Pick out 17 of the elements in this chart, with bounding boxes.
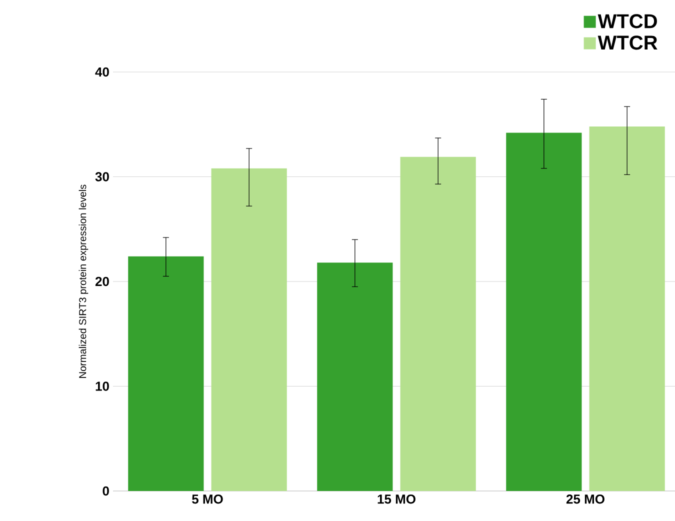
y-tick-label: 40 [95, 67, 109, 77]
x-tick-label: 5 MO [192, 494, 223, 504]
legend-label: WTCR [598, 36, 658, 50]
x-tick-label: 15 MO [378, 494, 416, 504]
legend-label: WTCD [598, 14, 657, 28]
bar [317, 262, 393, 491]
bar [211, 168, 287, 491]
y-tick-label: 30 [95, 172, 109, 182]
bar [400, 156, 476, 491]
y-tick-label: 10 [96, 382, 109, 391]
bar [589, 126, 665, 491]
y-axis-title: Normalized SIRT3 protein expression levels [78, 184, 88, 378]
bar [506, 132, 582, 491]
y-tick-label: 20 [95, 276, 109, 286]
y-tick-label: 0 [102, 486, 109, 496]
x-tick-label: 25 MO [566, 494, 604, 504]
bar [128, 256, 204, 491]
